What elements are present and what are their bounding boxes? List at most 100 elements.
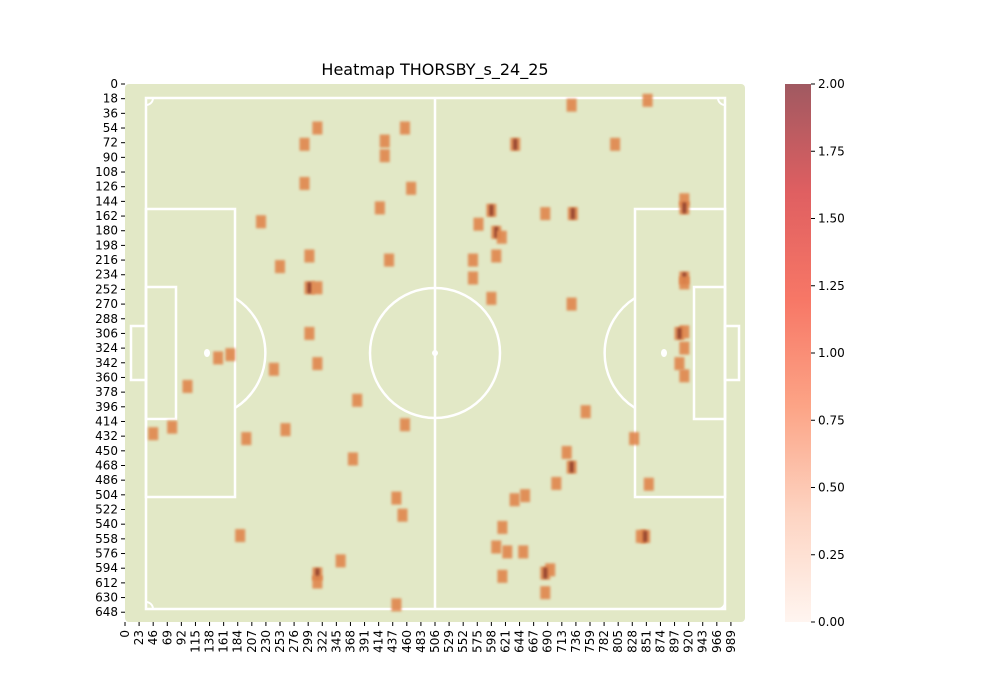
heat-cell-fill bbox=[643, 477, 654, 491]
heat-cell-fill bbox=[148, 427, 159, 441]
heat-cell-fill bbox=[299, 137, 310, 151]
heat-cell bbox=[510, 137, 521, 151]
right-penalty-spot bbox=[661, 349, 667, 357]
heat-cell-fill bbox=[406, 181, 417, 195]
heat-cell-fill bbox=[467, 271, 478, 285]
x-tick-label: 322 bbox=[315, 630, 329, 653]
heat-cell bbox=[540, 207, 551, 221]
x-tick-label: 851 bbox=[639, 630, 653, 653]
heat-cell bbox=[674, 357, 685, 371]
heat-cell bbox=[182, 379, 193, 393]
x-tick-label: 644 bbox=[513, 630, 527, 653]
heat-cell-fill bbox=[299, 176, 310, 190]
heat-cell-fill bbox=[374, 201, 385, 215]
heat-cell-fill bbox=[304, 249, 315, 263]
heat-cell bbox=[497, 520, 508, 534]
heat-cell-fill bbox=[642, 93, 653, 107]
corner-arc-top-left bbox=[145, 97, 154, 106]
heat-cell bbox=[397, 508, 408, 522]
x-tick-label: 69 bbox=[160, 630, 174, 645]
heat-cell-fill bbox=[213, 351, 224, 365]
x-tick-label: 391 bbox=[358, 630, 372, 653]
heat-cell-fill bbox=[399, 418, 410, 432]
colorbar-tick-label: 1.75 bbox=[818, 144, 845, 158]
x-tick-label: 621 bbox=[498, 630, 512, 653]
centre-spot bbox=[432, 350, 438, 356]
heat-cell bbox=[567, 207, 578, 221]
x-tick-label: 115 bbox=[188, 630, 202, 653]
heat-cell-fill bbox=[540, 207, 551, 221]
heat-cell bbox=[391, 491, 402, 505]
heat-cell-fill bbox=[674, 357, 685, 371]
heat-cell bbox=[379, 134, 390, 148]
heat-cell-peak bbox=[643, 530, 648, 542]
y-tick-label: 342 bbox=[95, 356, 118, 370]
heat-cell bbox=[540, 586, 551, 600]
heat-cell-fill bbox=[629, 432, 640, 446]
heat-cell bbox=[580, 405, 591, 419]
heat-cell-peak bbox=[570, 208, 575, 220]
heat-cell bbox=[497, 569, 508, 583]
y-tick-label: 648 bbox=[95, 605, 118, 619]
heat-cell-fill bbox=[679, 369, 690, 383]
y-tick-label: 594 bbox=[95, 561, 118, 575]
heat-cell bbox=[241, 432, 252, 446]
heat-cell bbox=[540, 566, 551, 580]
heat-cell bbox=[399, 121, 410, 135]
x-tick-label: 690 bbox=[541, 630, 555, 653]
heat-cell-fill bbox=[566, 98, 577, 112]
heat-cell-fill bbox=[182, 379, 193, 393]
colorbar-tick-label: 1.25 bbox=[818, 279, 845, 293]
heat-cell bbox=[312, 357, 323, 371]
y-tick-label: 396 bbox=[95, 400, 118, 414]
heat-cell bbox=[280, 423, 291, 437]
y-tick-label: 90 bbox=[103, 150, 118, 164]
heat-cell-peak bbox=[513, 138, 518, 150]
x-tick-label: 207 bbox=[245, 630, 259, 653]
x-tick-label: 414 bbox=[372, 630, 386, 653]
heat-cell-peak bbox=[494, 226, 499, 238]
corner-arc-bottom-left bbox=[145, 601, 154, 610]
heat-cell bbox=[679, 193, 690, 207]
heat-cell bbox=[561, 445, 572, 459]
y-tick-label: 18 bbox=[103, 92, 118, 106]
heat-cell-peak bbox=[677, 327, 682, 339]
heat-cell bbox=[467, 271, 478, 285]
heat-cell-fill bbox=[540, 586, 551, 600]
x-tick-label: 552 bbox=[456, 630, 470, 653]
x-tick-label: 874 bbox=[653, 630, 667, 653]
heat-cell bbox=[486, 291, 497, 305]
y-tick-label: 450 bbox=[95, 444, 118, 458]
heat-cell bbox=[674, 326, 685, 340]
heat-cell bbox=[640, 529, 651, 543]
y-tick-label: 522 bbox=[95, 503, 118, 517]
heat-cell bbox=[520, 489, 531, 503]
heat-cell bbox=[406, 181, 417, 195]
heat-cell bbox=[486, 203, 497, 217]
heat-cell bbox=[642, 93, 653, 107]
y-tick-label: 144 bbox=[95, 194, 118, 208]
colorbar-gradient bbox=[785, 84, 811, 622]
heat-cell-fill bbox=[473, 217, 484, 231]
y-tick-label: 540 bbox=[95, 517, 118, 531]
heat-cell-fill bbox=[610, 137, 621, 151]
heat-cell-fill bbox=[580, 405, 591, 419]
heat-cell bbox=[299, 176, 310, 190]
heat-cell bbox=[491, 540, 502, 554]
heat-cell-fill bbox=[379, 134, 390, 148]
colorbar-tick-label: 0.50 bbox=[818, 481, 845, 495]
x-tick-label: 759 bbox=[583, 630, 597, 653]
heat-cell-fill bbox=[397, 508, 408, 522]
x-tick-label: 782 bbox=[597, 630, 611, 653]
heat-cell bbox=[473, 217, 484, 231]
y-tick-label: 36 bbox=[103, 106, 118, 120]
heat-cell-fill bbox=[225, 348, 236, 362]
x-tick-label: 667 bbox=[527, 630, 541, 653]
colorbar: 0.00 0.25 0.50 0.75 1.00 1.25 1.50 1.75 2.00 bbox=[785, 77, 845, 629]
right-goal bbox=[723, 324, 741, 382]
y-tick-label: 198 bbox=[95, 238, 118, 252]
heat-cell bbox=[304, 249, 315, 263]
heat-cell-fill bbox=[235, 529, 246, 543]
y-tick-label: 468 bbox=[95, 458, 118, 472]
heat-cell bbox=[374, 201, 385, 215]
